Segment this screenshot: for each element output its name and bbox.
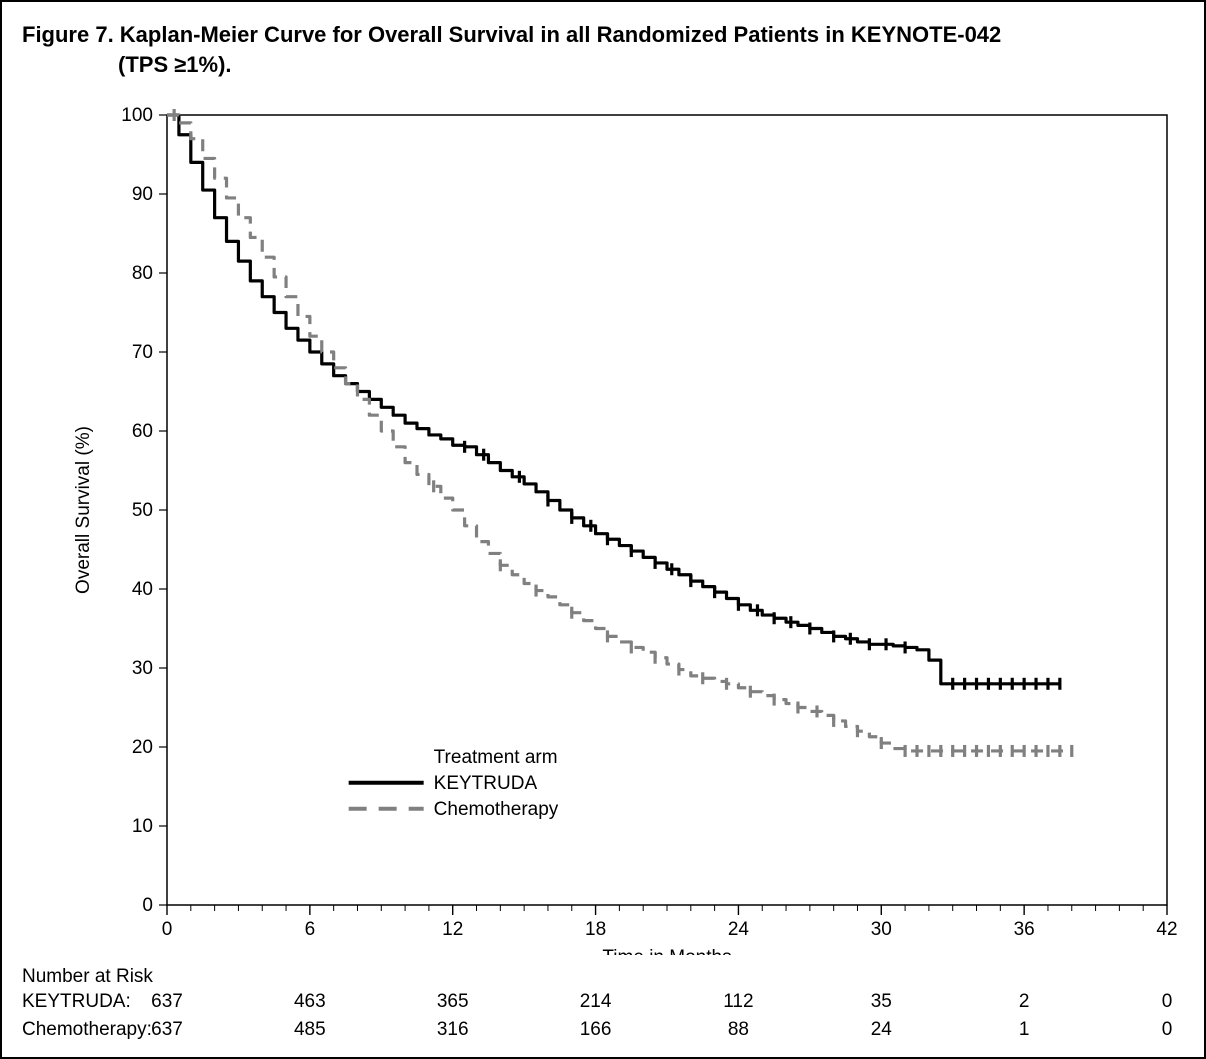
svg-text:100: 100 (121, 105, 153, 126)
title-line-2: (TPS ≥1%). (22, 50, 1184, 80)
risk-cell: 24 (871, 1016, 892, 1045)
risk-cell: 214 (580, 988, 612, 1017)
risk-cell: 316 (437, 1016, 469, 1045)
risk-cell: 112 (723, 988, 753, 1017)
km-chart: 0102030405060708090100Overall Survival (… (22, 85, 1184, 960)
svg-text:10: 10 (132, 816, 153, 837)
svg-text:0: 0 (142, 895, 153, 916)
svg-text:12: 12 (442, 919, 463, 940)
svg-text:18: 18 (585, 919, 606, 940)
risk-cell: 637 (151, 1016, 183, 1045)
svg-text:70: 70 (132, 342, 153, 363)
risk-cell: 463 (294, 988, 326, 1017)
risk-cell: 0 (1162, 1016, 1173, 1045)
risk-table-row: Chemotherapy:637485316166882410 (22, 1016, 1184, 1044)
svg-text:Overall Survival (%): Overall Survival (%) (73, 426, 94, 594)
svg-text:24: 24 (728, 919, 750, 940)
risk-cell: 365 (437, 988, 469, 1017)
svg-text:50: 50 (132, 500, 153, 521)
risk-cell: 88 (728, 1016, 749, 1045)
svg-text:60: 60 (132, 421, 153, 442)
risk-cell: 2 (1019, 988, 1030, 1017)
risk-table: Number at Risk KEYTRUDA:6374633652141123… (22, 966, 1184, 1044)
svg-text:30: 30 (871, 919, 892, 940)
svg-text:36: 36 (1014, 919, 1035, 940)
svg-text:40: 40 (132, 579, 153, 600)
svg-text:Chemotherapy: Chemotherapy (434, 799, 559, 820)
risk-table-row: KEYTRUDA:6374633652141123520 (22, 988, 1184, 1016)
risk-cell: 166 (580, 1016, 612, 1045)
figure-title: Figure 7. Kaplan-Meier Curve for Overall… (22, 20, 1184, 79)
risk-cell: 1 (1019, 1016, 1030, 1045)
svg-text:6: 6 (305, 919, 316, 940)
risk-cell: 35 (871, 988, 892, 1017)
figure-container: Figure 7. Kaplan-Meier Curve for Overall… (0, 0, 1206, 1059)
svg-text:Treatment arm: Treatment arm (434, 747, 558, 768)
svg-text:42: 42 (1156, 919, 1177, 940)
svg-text:KEYTRUDA: KEYTRUDA (434, 773, 538, 794)
risk-table-header: Number at Risk (22, 966, 1184, 988)
svg-text:80: 80 (132, 263, 153, 284)
svg-text:90: 90 (132, 184, 153, 205)
svg-text:20: 20 (132, 737, 153, 758)
svg-text:Time in Months: Time in Months (602, 947, 731, 955)
km-chart-svg: 0102030405060708090100Overall Survival (… (22, 85, 1182, 955)
risk-cell: 485 (294, 1016, 326, 1045)
risk-cell: 0 (1162, 988, 1173, 1017)
svg-text:0: 0 (162, 919, 173, 940)
title-line-1: Figure 7. Kaplan-Meier Curve for Overall… (22, 20, 1184, 50)
risk-cell: 637 (151, 988, 183, 1017)
svg-text:30: 30 (132, 658, 153, 679)
